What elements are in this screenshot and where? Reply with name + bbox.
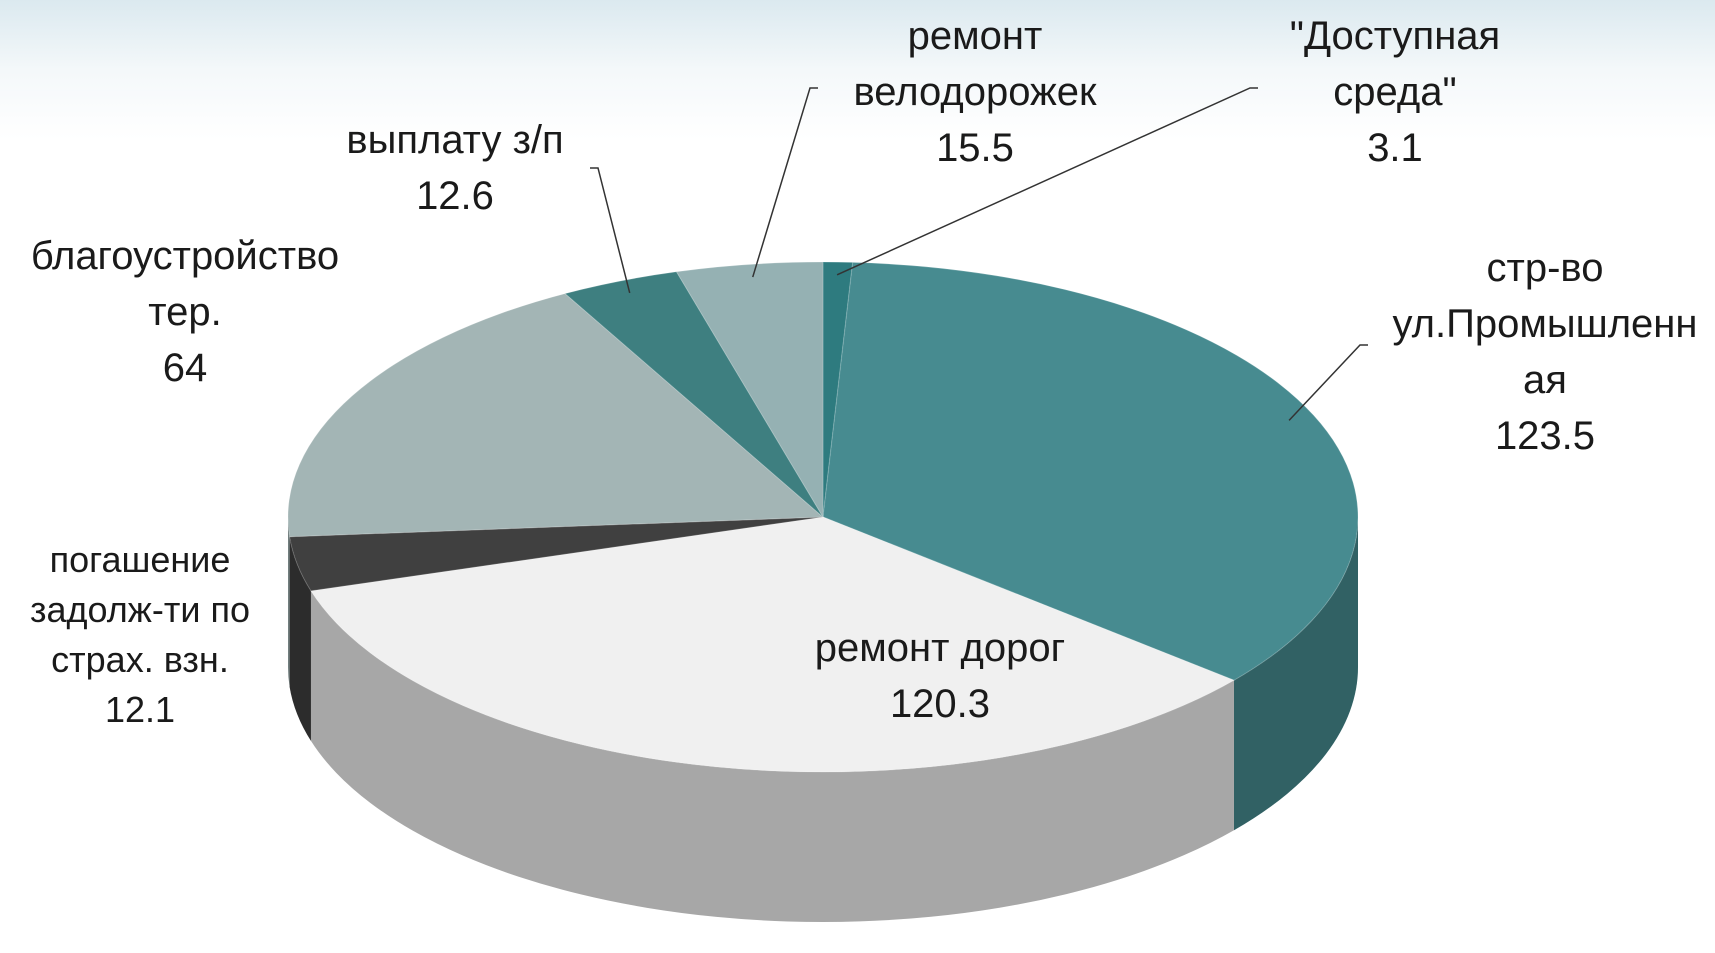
data-label: выплату з/п 12.6 — [305, 112, 605, 224]
leader-line — [752, 87, 818, 278]
label-value: 123.5 — [1494, 414, 1596, 458]
pie-side — [1233, 517, 1358, 831]
side-shade — [1233, 517, 1358, 831]
pie-slice — [289, 516, 824, 592]
label-value: 15.5 — [936, 126, 1014, 170]
pie-slice — [822, 261, 1359, 681]
side-shade — [288, 517, 290, 687]
leader-line — [836, 87, 1258, 276]
side-shade — [310, 590, 1234, 923]
label-value: 12.6 — [416, 174, 494, 218]
label-value: 120.3 — [889, 682, 991, 726]
label-name: выплату з/п — [346, 118, 564, 162]
label-name: ремонт велодорожек — [853, 14, 1097, 114]
pie-slice — [675, 261, 824, 519]
label-value: 3.1 — [1367, 126, 1423, 170]
label-name: погашение задолж-ти по страх. взн. — [30, 539, 250, 680]
data-label: "Доступная среда" 3.1 — [1260, 8, 1530, 176]
data-label: погашение задолж-ти по страх. взн. 12.1 — [0, 535, 280, 735]
label-name: ремонт дорог — [814, 626, 1066, 670]
label-name: благоустройство тер. — [30, 234, 340, 334]
label-name: "Доступная среда" — [1289, 14, 1501, 114]
data-label: ремонт велодорожек 15.5 — [815, 8, 1135, 176]
pie-side — [289, 536, 311, 741]
pie-side — [310, 590, 1234, 923]
pie-sides — [288, 517, 1358, 923]
pie-side — [288, 517, 290, 687]
pie-slice — [310, 516, 1236, 773]
data-label: благоустройство тер. 64 — [5, 228, 365, 396]
label-name: стр-во ул.Промышленная — [1392, 246, 1698, 402]
leader-line — [1288, 344, 1368, 421]
pie-slice — [822, 261, 854, 518]
label-value: 64 — [162, 346, 208, 390]
pie-slice — [564, 271, 824, 518]
leader-line — [590, 167, 631, 294]
pie-slice — [287, 293, 825, 538]
label-value: 12.1 — [104, 689, 176, 730]
data-label: ремонт дорог 120.3 — [740, 620, 1140, 732]
side-shade — [289, 536, 311, 741]
data-label: стр-во ул.Промышленная 123.5 — [1390, 240, 1700, 464]
